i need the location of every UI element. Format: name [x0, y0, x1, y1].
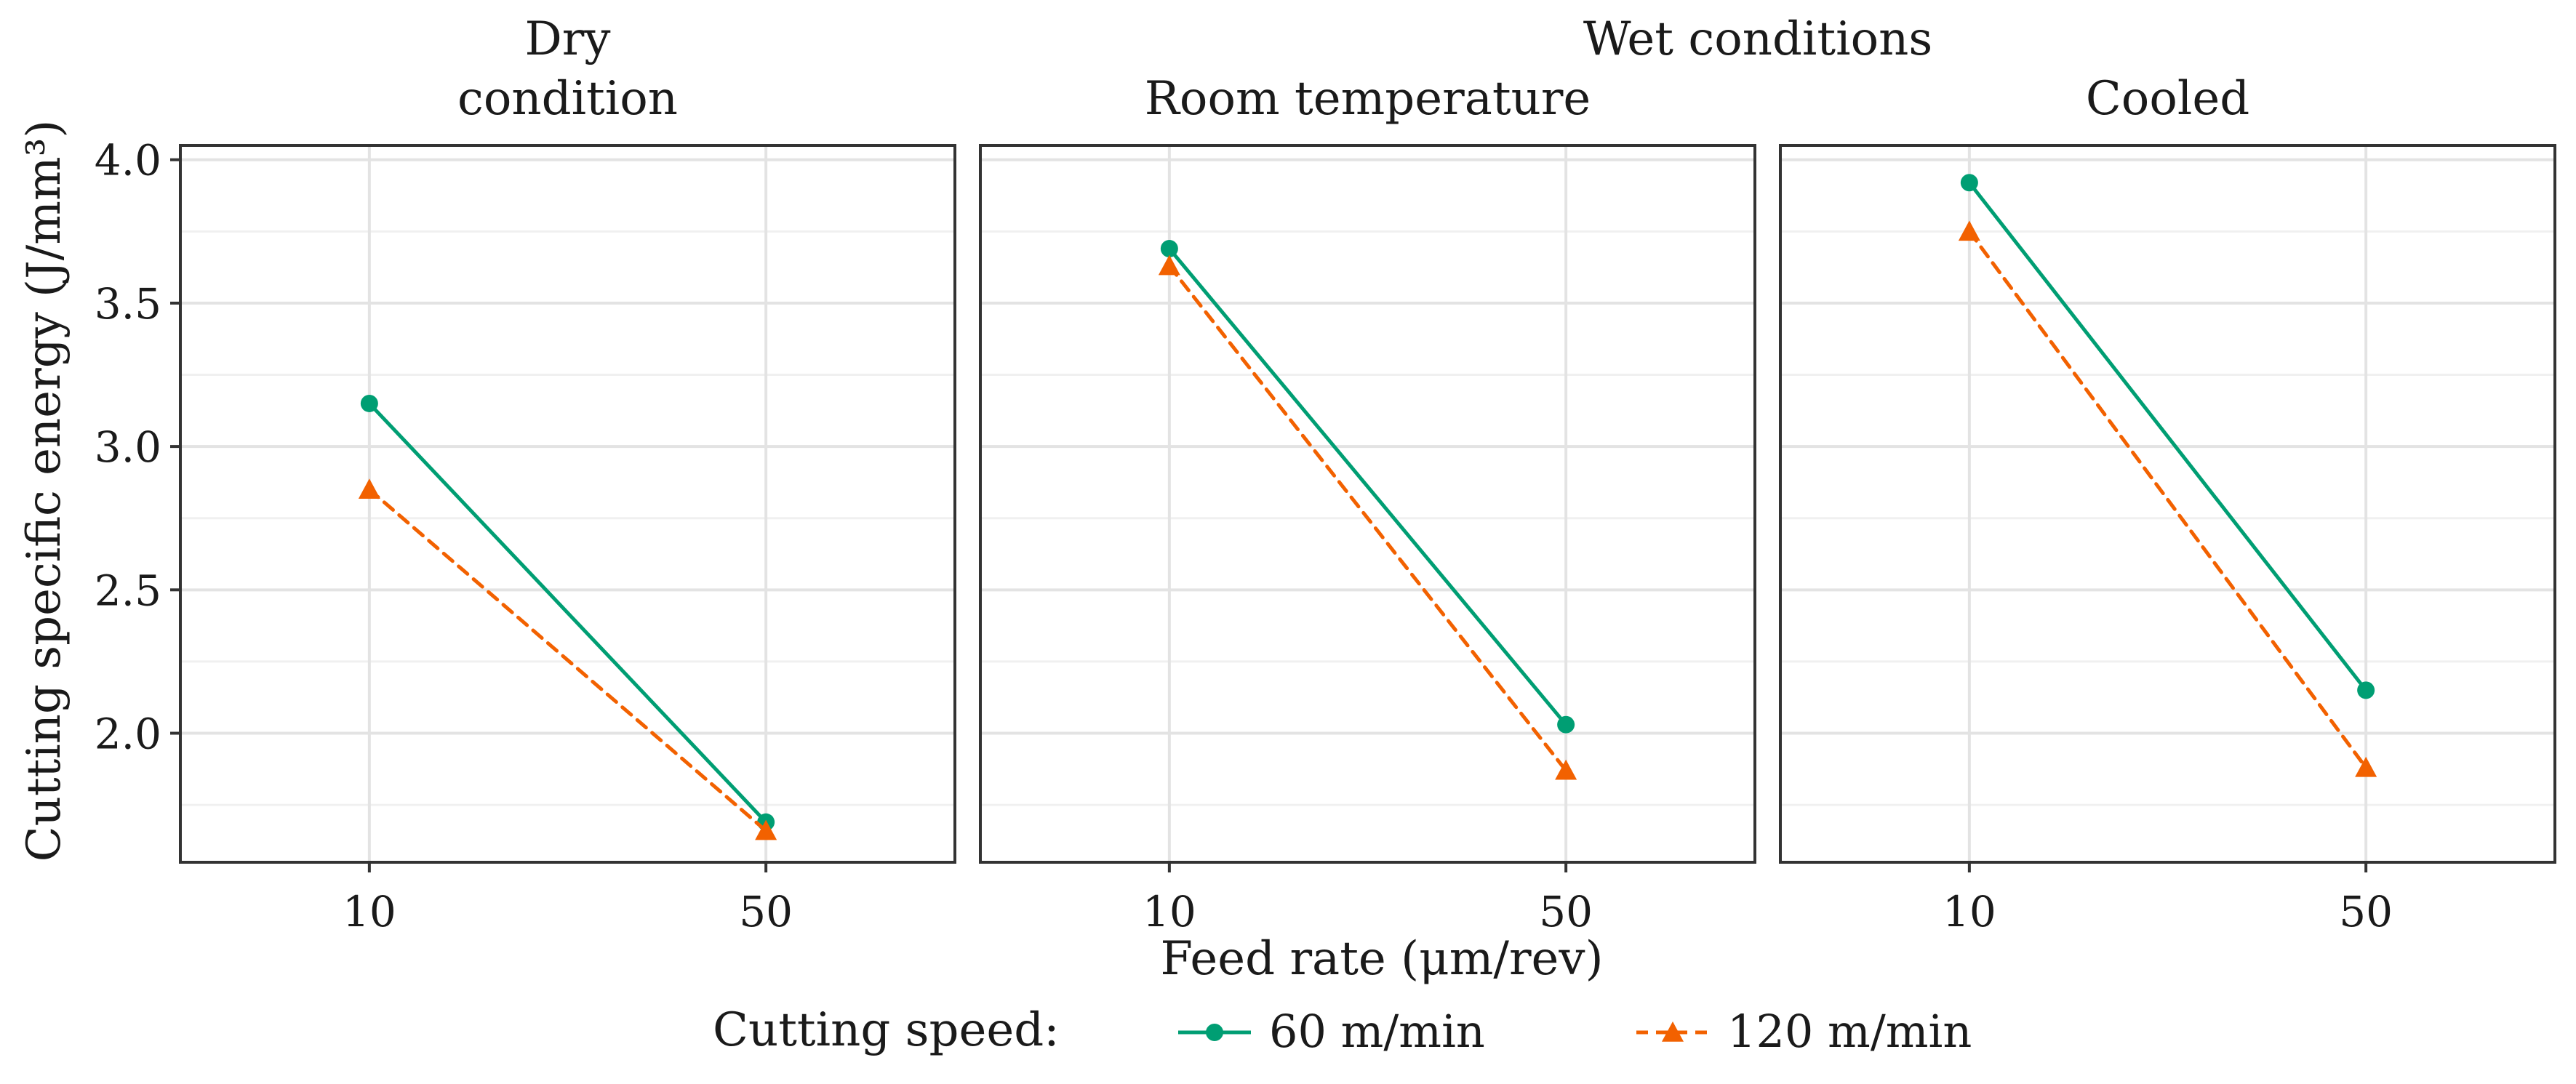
- x-tick-label: 50: [739, 887, 793, 936]
- legend-key-marker: [1662, 1021, 1684, 1042]
- panel-frame: [1779, 144, 2556, 864]
- series-line: [1967, 229, 2368, 770]
- data-point: [1557, 715, 1575, 734]
- wet-conditions-header: Wet conditions: [1583, 12, 1932, 66]
- data-point: [1555, 759, 1577, 780]
- y-axis-title: Cutting specific energy (J/mm³): [17, 120, 71, 862]
- legend: 60 m/min 120 m/min: [1178, 1005, 1972, 1058]
- data-point: [358, 478, 380, 499]
- data-point: [1960, 174, 1978, 192]
- axes-layer: 10 50 10 50 10 50 2.0 2.5 3.0 3.5 4.0: [95, 136, 2393, 936]
- data-point: [360, 394, 378, 412]
- x-tick-label: 10: [1143, 887, 1196, 936]
- x-tick-label: 50: [2339, 887, 2393, 936]
- panel-title: Cooled: [2086, 72, 2249, 126]
- legend-label: 120 m/min: [1727, 1005, 1972, 1058]
- legend-title: Cutting speed:: [713, 1003, 1060, 1057]
- series-line: [1167, 264, 1568, 773]
- series-line: [367, 487, 768, 833]
- y-tick-label: 3.0: [95, 422, 161, 472]
- data-point: [1160, 239, 1178, 257]
- series-line: [1967, 180, 2368, 692]
- data-point: [755, 819, 777, 840]
- panel-title: condition: [457, 72, 678, 126]
- y-tick-label: 3.5: [95, 279, 161, 329]
- panel-frame: [979, 144, 1756, 864]
- y-tick-label: 2.0: [95, 710, 161, 759]
- data-point: [2355, 756, 2377, 777]
- y-tick-label: 4.0: [95, 136, 161, 185]
- x-tick-label: 10: [1943, 887, 1996, 936]
- data-point: [1958, 220, 1980, 241]
- data-point: [1158, 254, 1180, 276]
- series-line: [367, 401, 768, 824]
- panel-title: Dry: [524, 12, 610, 66]
- data-point: [2357, 681, 2375, 699]
- x-axis-title: Feed rate (μm/rev): [1160, 932, 1603, 986]
- legend-label: 60 m/min: [1269, 1005, 1485, 1058]
- labels-layer: Wet conditions Cutting specific energy (…: [17, 12, 2249, 1057]
- series-line: [1167, 246, 1568, 727]
- legend-key-marker: [1206, 1024, 1223, 1041]
- grid-layer: [180, 145, 2555, 862]
- x-tick-label: 50: [1539, 887, 1593, 936]
- panel-title: Room temperature: [1145, 72, 1591, 126]
- x-tick-label: 10: [343, 887, 396, 936]
- y-tick-label: 2.5: [95, 566, 161, 615]
- panel-frames: [179, 144, 2556, 864]
- series-layer: [358, 174, 2377, 840]
- panel-frame: [179, 144, 956, 864]
